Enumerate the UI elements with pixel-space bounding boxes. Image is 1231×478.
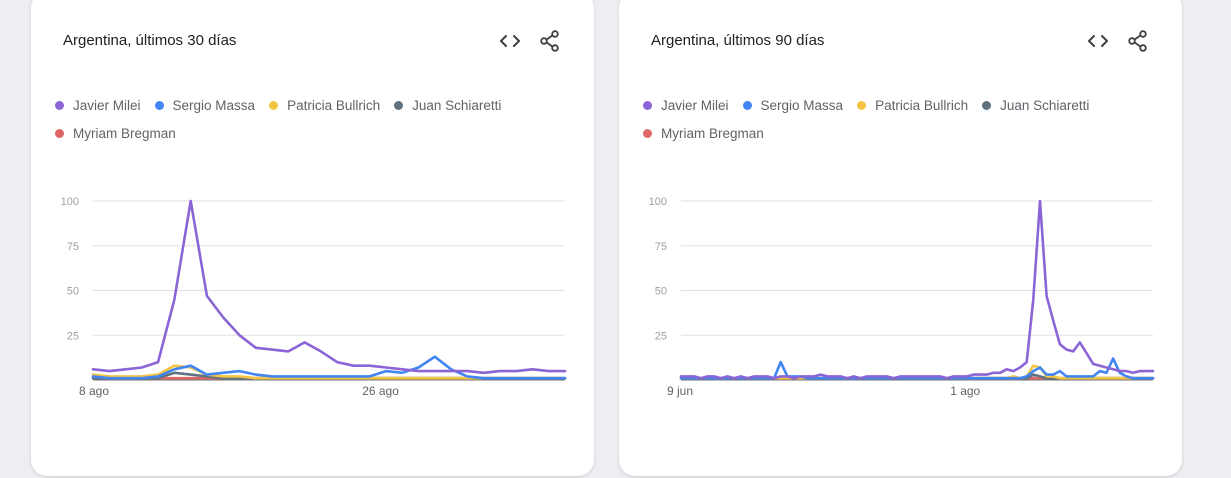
legend-label: Sergio Massa [760, 97, 844, 113]
legend-dot-icon [857, 100, 867, 110]
legend-item[interactable]: Sergio Massa [154, 96, 256, 114]
legend-item[interactable]: Juan Schiaretti [982, 96, 1089, 114]
x-tick-label: 9 jun [667, 384, 693, 398]
series-line [91, 199, 567, 375]
line-chart: 25 50 75 100 8 ago 26 ago [61, 196, 567, 398]
legend-label: Juan Schiaretti [412, 97, 502, 113]
legend-dot-icon [154, 100, 164, 110]
chart-legend: Javier Milei Sergio Massa Patricia Bullric… [55, 96, 555, 142]
legend-label: Juan Schiaretti [1000, 97, 1090, 113]
legend-item[interactable]: Javier Milei [55, 96, 141, 114]
legend-label: Patricia Bullrich [287, 97, 381, 113]
line-chart: 25 50 75 100 9 jun 1 ago [649, 196, 1155, 398]
chart-card-30-days: Argentina, últimos 30 días Javier Milei S… [31, 0, 594, 476]
legend-dot-icon [55, 128, 64, 138]
series-line [679, 357, 1155, 380]
chart-legend: Javier Milei Sergio Massa Patricia Bullric… [643, 96, 1143, 142]
legend-item[interactable]: Myriam Bregman [643, 124, 764, 142]
series-line [91, 355, 567, 380]
legend-dot-icon [643, 128, 652, 138]
share-icon[interactable] [537, 28, 563, 54]
share-icon[interactable] [1125, 28, 1151, 54]
chart-title: Argentina, últimos 30 días [63, 32, 237, 49]
legend-item[interactable]: Patricia Bullrich [269, 96, 380, 114]
legend-item[interactable]: Myriam Bregman [55, 124, 176, 142]
y-tick-label: 50 [655, 286, 667, 298]
chart-card-90-days: Argentina, últimos 90 días Javier Milei S… [619, 0, 1182, 476]
legend-dot-icon [55, 100, 64, 110]
x-tick-label: 1 ago [950, 384, 980, 398]
legend-label: Javier Milei [73, 97, 141, 113]
y-tick-label: 100 [61, 196, 79, 208]
legend-dot-icon [269, 100, 279, 110]
x-tick-label: 8 ago [79, 384, 109, 398]
legend-label: Sergio Massa [172, 97, 256, 113]
legend-item[interactable]: Javier Milei [643, 96, 729, 114]
embed-code-icon[interactable] [497, 28, 523, 54]
legend-dot-icon [982, 100, 992, 110]
x-tick-label: 26 ago [362, 384, 399, 398]
legend-label: Patricia Bullrich [875, 97, 969, 113]
chart-title: Argentina, últimos 90 días [651, 32, 825, 49]
y-tick-label: 25 [67, 330, 79, 342]
series-line [679, 199, 1155, 380]
legend-item[interactable]: Patricia Bullrich [857, 96, 968, 114]
y-tick-label: 75 [655, 241, 667, 253]
legend-label: Javier Milei [661, 97, 729, 113]
legend-dot-icon [643, 100, 652, 110]
legend-dot-icon [394, 100, 404, 110]
legend-label: Myriam Bregman [661, 125, 764, 141]
legend-label: Myriam Bregman [73, 125, 176, 141]
legend-dot-icon [742, 100, 752, 110]
legend-item[interactable]: Juan Schiaretti [394, 96, 501, 114]
y-tick-label: 50 [67, 286, 79, 298]
y-tick-label: 100 [649, 196, 667, 208]
embed-code-icon[interactable] [1085, 28, 1111, 54]
y-tick-label: 25 [655, 330, 667, 342]
legend-item[interactable]: Sergio Massa [742, 96, 844, 114]
y-tick-label: 75 [67, 241, 79, 253]
